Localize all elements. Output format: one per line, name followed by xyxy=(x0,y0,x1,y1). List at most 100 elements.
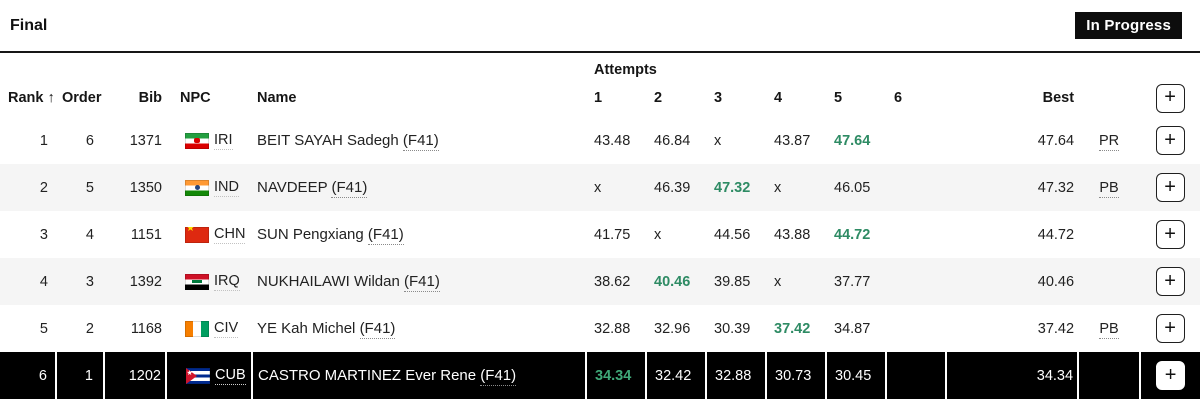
npc-code: IND xyxy=(214,178,239,197)
order-cell: 3 xyxy=(85,273,94,290)
expand-row-button[interactable]: + xyxy=(1155,173,1185,202)
athlete-name: NAVDEEP xyxy=(257,179,328,196)
rank-cell: 1 xyxy=(39,132,48,149)
result-row: 5 2 1168 CIV YE Kah Michel (F41) 32.88 3… xyxy=(0,305,1200,352)
attempt-5-cell: 44.72 xyxy=(834,226,871,243)
order-cell: 2 xyxy=(85,320,94,337)
result-row: 6 1 1202 CUB CASTRO MARTINEZ Ever Rene (… xyxy=(0,352,1200,399)
record-note-cell xyxy=(1077,352,1141,399)
bib-cell: 1202 xyxy=(103,352,166,399)
athlete-name: SUN Pengxiang xyxy=(257,226,364,243)
name-cell: NUKHAILAWI Wildan (F41) xyxy=(252,258,586,305)
flag-icon xyxy=(185,273,209,290)
bib-column-header: Bib xyxy=(138,90,162,106)
classification-code: (F41) xyxy=(331,179,368,198)
best-result-cell: 44.72 xyxy=(1037,226,1075,243)
flag-icon xyxy=(185,320,209,337)
result-row: 3 4 1151 CHN SUN Pengxiang (F41) 41.75 x… xyxy=(0,211,1200,258)
attempt-2-cell: 40.46 xyxy=(654,273,691,290)
name-cell: SUN Pengxiang (F41) xyxy=(252,211,586,258)
npc-cell: IRI xyxy=(166,117,252,164)
attempt-4-column-header: 4 xyxy=(774,90,783,106)
attempt-6-cell xyxy=(886,211,946,258)
athlete-name: CASTRO MARTINEZ Ever Rene xyxy=(258,367,477,384)
attempt-2-column-header: 2 xyxy=(654,90,663,106)
order-cell: 6 xyxy=(85,132,94,149)
expand-row-button[interactable]: + xyxy=(1155,126,1185,155)
attempt-4-cell: 43.87 xyxy=(774,132,811,149)
attempt-2-cell: 32.42 xyxy=(645,352,706,399)
attempt-3-cell: 32.88 xyxy=(705,352,766,399)
expand-row-button[interactable]: + xyxy=(1155,267,1185,296)
name-cell: YE Kah Michel (F41) xyxy=(252,305,586,352)
flag-icon xyxy=(185,179,209,196)
record-note: PR xyxy=(1098,132,1120,151)
attempt-2-cell: 46.39 xyxy=(654,179,691,196)
sort-ascending-icon[interactable]: ↑ xyxy=(47,90,55,106)
classification-code: (F41) xyxy=(367,226,404,245)
attempt-4-cell: x xyxy=(774,273,782,290)
attempt-6-cell xyxy=(886,164,946,211)
expand-row-button[interactable]: + xyxy=(1155,314,1185,343)
name-cell: BEIT SAYAH Sadegh (F41) xyxy=(252,117,586,164)
attempt-1-cell: 43.48 xyxy=(594,132,631,149)
attempt-4-cell: 37.42 xyxy=(774,320,811,337)
rank-cell: 5 xyxy=(39,320,48,337)
npc-cell: CHN xyxy=(166,211,252,258)
flag-icon xyxy=(186,367,210,384)
attempt-1-column-header: 1 xyxy=(594,90,603,106)
order-column-header: Order xyxy=(62,90,102,106)
attempt-2-cell: x xyxy=(654,226,662,243)
npc-code: IRQ xyxy=(214,272,240,291)
page-title: Final xyxy=(10,16,48,34)
order-cell: 5 xyxy=(85,179,94,196)
rank-cell: 6 xyxy=(38,367,47,384)
best-result-cell: 37.42 xyxy=(1037,320,1075,337)
record-note-cell: PR xyxy=(1078,117,1140,164)
attempt-2-cell: 46.84 xyxy=(654,132,691,149)
rank-column-header[interactable]: Rank ↑ xyxy=(8,90,55,106)
note-column-header xyxy=(1078,79,1140,117)
round-header: Final In Progress xyxy=(0,0,1200,53)
expand-row-button[interactable]: + xyxy=(1156,361,1186,390)
best-result-cell: 34.34 xyxy=(945,352,1079,399)
athlete-name: YE Kah Michel xyxy=(257,320,356,337)
attempts-group-label: Attempts xyxy=(594,62,657,78)
expand-row-cell: + xyxy=(1140,305,1200,352)
attempt-3-cell: 44.56 xyxy=(714,226,751,243)
attempt-1-cell: x xyxy=(594,179,602,196)
rank-cell: 2 xyxy=(39,179,48,196)
attempt-6-cell xyxy=(886,258,946,305)
attempt-6-cell xyxy=(884,352,947,399)
expand-row-cell: + xyxy=(1140,258,1200,305)
expand-all-header-cell: + xyxy=(1140,79,1200,117)
best-result-cell: 40.46 xyxy=(1037,273,1075,290)
expand-all-button[interactable]: + xyxy=(1155,83,1185,113)
expand-row-button[interactable]: + xyxy=(1155,220,1185,249)
column-header-row: Rank ↑ Order Bib NPC Name 1 2 3 4 5 6 Be… xyxy=(0,79,1200,117)
record-note: PB xyxy=(1099,320,1119,339)
record-note-cell: PB xyxy=(1078,305,1140,352)
bib-cell: 1168 xyxy=(130,320,162,337)
attempt-4-cell: 43.88 xyxy=(774,226,811,243)
attempt-5-cell: 30.45 xyxy=(825,352,886,399)
attempt-3-cell: 47.32 xyxy=(714,179,751,196)
best-result-cell: 47.64 xyxy=(1037,132,1075,149)
attempt-6-column-header: 6 xyxy=(894,90,903,106)
attempt-6-cell xyxy=(886,117,946,164)
attempt-3-cell: 30.39 xyxy=(714,320,751,337)
result-row: 4 3 1392 IRQ NUKHAILAWI Wildan (F41) 38.… xyxy=(0,258,1200,305)
npc-cell: IRQ xyxy=(166,258,252,305)
record-note-cell xyxy=(1078,258,1140,305)
attempts-group-header-row: Attempts xyxy=(0,53,1200,79)
rank-cell: 3 xyxy=(39,226,48,243)
attempt-5-cell: 46.05 xyxy=(834,179,871,196)
attempt-1-cell: 34.34 xyxy=(585,352,646,399)
npc-cell: IND xyxy=(166,164,252,211)
npc-code: CUB xyxy=(215,366,246,385)
expand-row-cell: + xyxy=(1140,211,1200,258)
classification-code: (F41) xyxy=(403,273,440,292)
npc-code: CHN xyxy=(214,225,246,244)
rank-cell: 4 xyxy=(39,273,48,290)
classification-code: (F41) xyxy=(402,132,439,151)
